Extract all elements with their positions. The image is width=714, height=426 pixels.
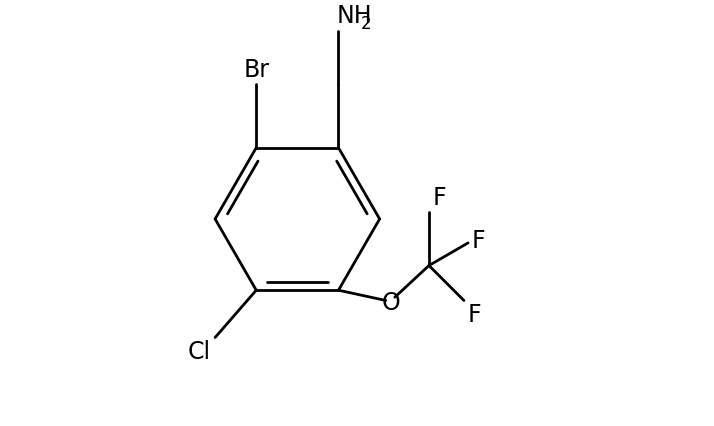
Text: 2: 2 [361, 14, 372, 32]
Text: Br: Br [243, 58, 269, 82]
Text: NH: NH [336, 4, 372, 29]
Text: F: F [471, 229, 485, 253]
Text: F: F [432, 186, 446, 210]
Text: F: F [467, 302, 481, 327]
Text: Cl: Cl [188, 340, 211, 363]
Text: O: O [381, 291, 400, 314]
